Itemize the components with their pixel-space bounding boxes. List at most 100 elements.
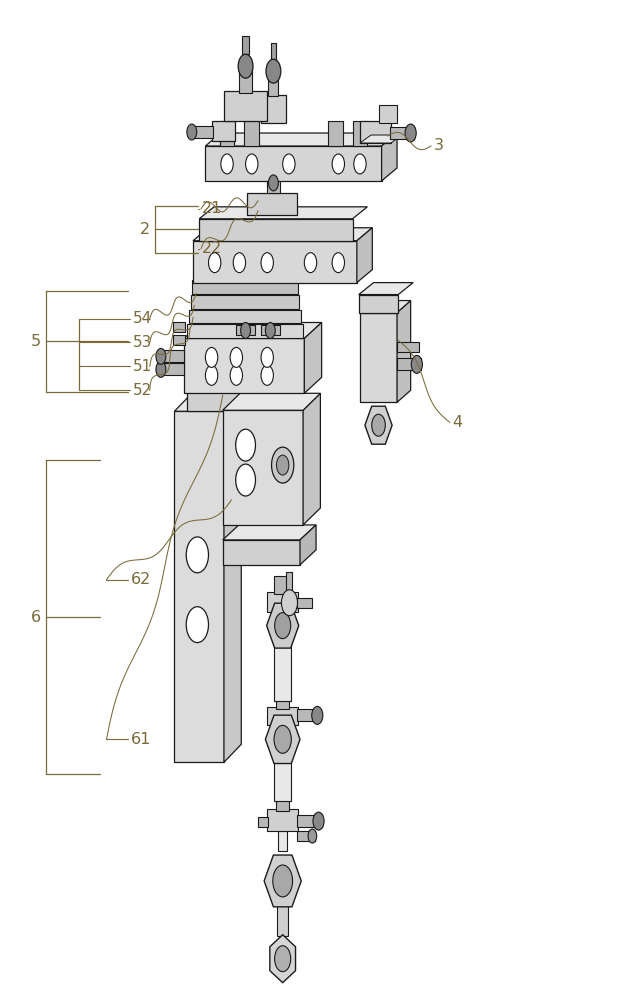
Circle shape <box>265 322 275 338</box>
Polygon shape <box>359 283 413 295</box>
Polygon shape <box>304 322 322 393</box>
Bar <box>360 121 391 143</box>
Text: 6: 6 <box>31 610 41 625</box>
Text: 53: 53 <box>132 335 152 350</box>
Circle shape <box>186 607 209 643</box>
Circle shape <box>274 613 291 639</box>
Bar <box>193 280 297 294</box>
Circle shape <box>266 59 281 83</box>
Circle shape <box>233 253 245 273</box>
Polygon shape <box>223 393 320 410</box>
Bar <box>267 175 279 193</box>
Bar <box>190 126 214 138</box>
Text: 22: 22 <box>202 241 222 256</box>
Bar <box>274 576 291 594</box>
Bar <box>184 338 304 393</box>
Circle shape <box>283 154 295 174</box>
Text: 5: 5 <box>31 334 41 349</box>
Bar <box>193 241 357 283</box>
Circle shape <box>308 829 317 843</box>
Circle shape <box>332 154 345 174</box>
Polygon shape <box>264 371 283 411</box>
Polygon shape <box>381 133 397 181</box>
Bar <box>275 877 290 892</box>
Text: 21: 21 <box>202 201 223 216</box>
Circle shape <box>354 154 366 174</box>
Bar <box>276 699 289 709</box>
Bar <box>379 105 397 123</box>
Bar <box>389 127 414 139</box>
Bar <box>271 43 276 61</box>
Bar <box>223 540 300 565</box>
Circle shape <box>281 590 297 616</box>
Circle shape <box>236 464 255 496</box>
Circle shape <box>261 253 273 273</box>
Text: 62: 62 <box>131 572 152 587</box>
Bar <box>173 335 185 345</box>
Circle shape <box>206 365 218 385</box>
Bar <box>267 592 298 612</box>
Circle shape <box>261 347 273 367</box>
Bar <box>240 68 252 93</box>
Bar <box>277 891 288 936</box>
Polygon shape <box>365 406 392 444</box>
Polygon shape <box>300 525 316 565</box>
Polygon shape <box>187 371 283 389</box>
Circle shape <box>230 347 242 367</box>
Bar <box>261 325 279 335</box>
Polygon shape <box>175 393 242 411</box>
Bar <box>247 193 297 215</box>
Circle shape <box>313 812 324 830</box>
Text: 2: 2 <box>140 222 150 237</box>
Circle shape <box>276 455 289 475</box>
Circle shape <box>206 347 218 367</box>
Circle shape <box>332 253 345 273</box>
Polygon shape <box>206 133 397 146</box>
Polygon shape <box>303 393 320 525</box>
Bar <box>297 598 312 608</box>
Circle shape <box>273 865 292 897</box>
Circle shape <box>268 175 278 191</box>
Bar <box>189 310 301 323</box>
Polygon shape <box>360 135 402 143</box>
Circle shape <box>221 154 233 174</box>
Text: 54: 54 <box>132 311 152 326</box>
Bar <box>163 350 184 362</box>
Circle shape <box>241 322 250 338</box>
Text: 61: 61 <box>131 732 152 747</box>
Text: 52: 52 <box>132 383 152 398</box>
Bar <box>244 121 259 146</box>
Bar <box>297 709 320 721</box>
Polygon shape <box>193 228 373 241</box>
Circle shape <box>187 124 197 140</box>
Bar <box>359 295 398 313</box>
Bar <box>276 799 289 811</box>
Bar <box>206 146 381 181</box>
Bar <box>328 121 343 146</box>
Bar <box>258 817 268 827</box>
Bar <box>267 809 298 831</box>
Polygon shape <box>360 301 410 313</box>
Polygon shape <box>266 603 299 648</box>
Bar <box>175 411 224 762</box>
Bar <box>191 295 299 309</box>
Text: 3: 3 <box>434 138 444 153</box>
Bar <box>223 410 303 525</box>
Bar <box>353 121 368 146</box>
Circle shape <box>238 54 253 78</box>
Bar <box>297 815 322 827</box>
Circle shape <box>156 348 166 364</box>
Circle shape <box>312 706 323 724</box>
Polygon shape <box>224 393 242 762</box>
Polygon shape <box>223 525 316 540</box>
Bar <box>212 121 235 141</box>
Circle shape <box>271 447 294 483</box>
Bar <box>274 746 291 801</box>
Bar <box>261 95 286 123</box>
Bar <box>163 363 184 375</box>
Bar <box>360 313 397 402</box>
Bar <box>397 342 419 352</box>
Text: 51: 51 <box>132 359 152 374</box>
Circle shape <box>372 414 385 436</box>
Bar <box>274 632 291 701</box>
